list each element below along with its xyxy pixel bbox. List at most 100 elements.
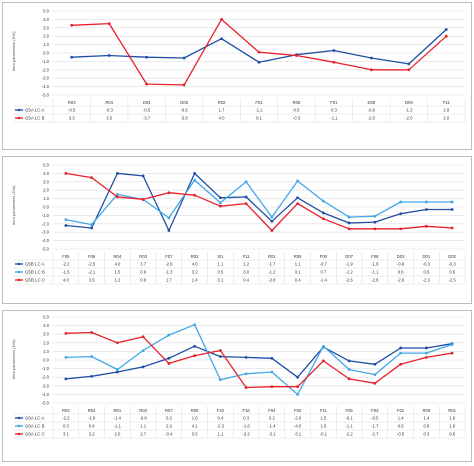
data-label: 0.6	[449, 270, 455, 275]
x-tick-label: R04	[105, 100, 113, 105]
data-point	[295, 54, 298, 57]
data-label: 0.9	[140, 270, 146, 275]
data-label: -1.1	[371, 270, 379, 275]
data-label: 1.6	[192, 416, 198, 421]
data-label: 0.6	[398, 270, 404, 275]
data-point	[107, 22, 111, 25]
data-label: 0.3	[243, 416, 249, 421]
data-label: -0.6	[180, 108, 188, 113]
x-tick-label: F10	[217, 408, 225, 413]
data-label: -1.2	[268, 270, 276, 275]
data-point	[220, 18, 223, 21]
x-tick-label: I01	[217, 254, 223, 259]
y-tick-label: 5.0	[43, 315, 49, 320]
y-tick-label: 5.0	[43, 9, 49, 14]
y-tick-label: 3.0	[43, 25, 49, 30]
x-tick-label: D07	[345, 254, 353, 259]
y-tick-label: -1.0	[42, 59, 50, 64]
chart-svg-1: 5.0 4.0 3.0 2.0 1.0 0.0 -1.0 -2.0 -3.0 -4.0 -5.0 R0…	[13, 9, 466, 123]
data-point	[244, 386, 248, 389]
data-label: 3.0	[243, 270, 249, 275]
data-point	[296, 393, 300, 396]
data-point	[373, 214, 377, 218]
data-point	[90, 374, 94, 378]
y-tick-label: 2.0	[43, 34, 49, 39]
x-tick-label: R04	[114, 254, 122, 259]
data-point	[450, 351, 454, 355]
data-point	[218, 355, 222, 358]
data-point	[296, 179, 300, 183]
data-point	[70, 23, 74, 27]
data-label: -2.0	[294, 416, 302, 421]
data-label: -2.5	[449, 278, 457, 283]
data-label: -1.4	[320, 278, 328, 283]
data-label: 3.7	[140, 262, 146, 267]
data-label: 2.7	[140, 432, 146, 437]
x-tick-label: R05	[294, 254, 302, 259]
data-point	[145, 55, 149, 59]
data-point	[321, 199, 325, 203]
data-label: 0.9	[140, 278, 146, 283]
data-label: -0.1	[320, 432, 328, 437]
data-point	[141, 198, 145, 201]
legend-label: G5A LC B	[25, 116, 45, 121]
x-tick-label: R01	[268, 254, 276, 259]
data-point	[167, 229, 171, 232]
data-label: -1.5	[62, 270, 70, 275]
data-label: 0.5	[192, 432, 198, 437]
data-point	[369, 56, 373, 60]
y-tick-label: -5.0	[42, 247, 50, 252]
data-label: -2.6	[346, 278, 354, 283]
x-tick-label: F11	[320, 408, 328, 413]
data-point	[373, 362, 377, 366]
data-point	[193, 323, 197, 327]
data-label: 3.5	[89, 278, 95, 283]
y-tick-label: 3.0	[43, 332, 49, 337]
data-label: 0.2	[269, 416, 275, 421]
legend-label: G6A LC B	[25, 424, 45, 429]
x-tick-label: D09	[405, 100, 413, 105]
data-label: -0.5	[143, 108, 151, 113]
x-tick-label: F00	[320, 254, 328, 259]
data-label: -2.5	[88, 262, 96, 267]
x-tick-label: F05	[62, 254, 70, 259]
data-label: 0.1	[217, 278, 223, 283]
data-label: -1.9	[346, 262, 354, 267]
data-point	[167, 356, 171, 360]
data-label: 4.0	[219, 116, 225, 121]
data-point	[90, 223, 94, 227]
data-point	[444, 28, 448, 31]
data-label: 0.3	[63, 424, 69, 429]
data-point	[64, 356, 68, 359]
data-label: 1.4	[423, 416, 429, 421]
series-line	[65, 172, 453, 232]
data-label: -0.3	[106, 108, 114, 113]
y-tick-label: 5.0	[43, 163, 49, 168]
data-label: 3.1	[295, 270, 301, 275]
x-tick-label: F05	[346, 408, 354, 413]
y-tick-label: 1.0	[43, 196, 49, 201]
data-point	[407, 62, 411, 66]
data-label: 4.0	[63, 278, 69, 283]
data-point	[193, 354, 197, 358]
data-point	[193, 193, 197, 197]
y-tick-label: 4.0	[43, 17, 49, 22]
data-point	[244, 195, 248, 199]
data-label: -2.2	[62, 416, 70, 421]
data-label: -0.3	[423, 262, 431, 267]
data-label: -2.0	[405, 116, 413, 121]
data-point	[270, 356, 274, 360]
data-label: 1.7	[166, 278, 172, 283]
x-tick-label: D05	[180, 100, 188, 105]
legend-marker	[17, 416, 21, 420]
data-point	[450, 208, 454, 211]
y-tick-label: 2.0	[43, 340, 49, 345]
chart-svg-2: 5.0 4.0 3.0 2.0 1.0 0.0 -1.0 -2.0 -3.0 -4.0 -5.0 F0…	[13, 163, 466, 285]
data-label: -0.3	[449, 262, 457, 267]
y-tick-label: 0.0	[43, 51, 49, 56]
data-label: -2.6	[397, 278, 405, 283]
data-label: -1.2	[346, 270, 354, 275]
series-line	[65, 324, 453, 396]
data-label: -1.1	[255, 108, 263, 113]
data-point	[182, 56, 186, 60]
